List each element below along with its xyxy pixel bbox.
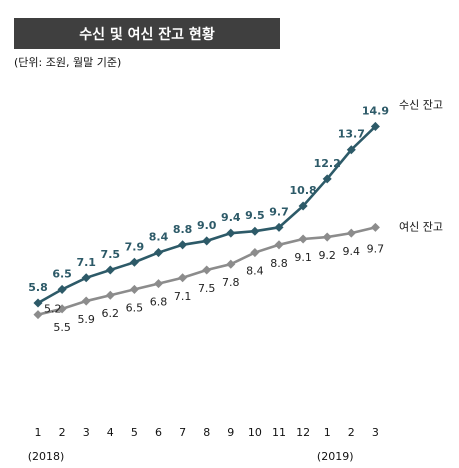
data-label: 9.5 bbox=[245, 209, 265, 222]
x-tick-label: 12 bbox=[296, 426, 310, 439]
data-label: 7.1 bbox=[76, 256, 96, 269]
data-label: 5.8 bbox=[28, 281, 48, 294]
data-label: 8.8 bbox=[173, 223, 193, 236]
data-point bbox=[346, 228, 356, 238]
data-point bbox=[322, 232, 332, 242]
data-point bbox=[370, 121, 380, 131]
data-point bbox=[153, 279, 164, 289]
year-label: (2019) bbox=[317, 450, 354, 463]
data-point bbox=[346, 145, 356, 155]
data-label: 9.2 bbox=[318, 249, 336, 262]
data-label: 8.4 bbox=[246, 265, 264, 278]
data-point bbox=[129, 284, 139, 294]
x-tick-label: 4 bbox=[107, 426, 114, 439]
data-label: 9.7 bbox=[269, 205, 289, 218]
data-point bbox=[370, 222, 380, 232]
data-point bbox=[250, 226, 260, 236]
data-label: 9.0 bbox=[197, 219, 217, 232]
data-label: 7.8 bbox=[222, 276, 240, 289]
data-label: 6.8 bbox=[150, 296, 168, 309]
data-label: 10.8 bbox=[290, 184, 317, 197]
x-tick-label: 2 bbox=[59, 426, 66, 439]
series-label-loan: 여신 잔고 bbox=[399, 220, 443, 233]
data-label: 8.4 bbox=[149, 231, 169, 244]
x-tick-label: 7 bbox=[179, 426, 186, 439]
chart-subtitle: (단위: 조원, 월말 기준) bbox=[14, 56, 122, 69]
data-label: 9.4 bbox=[221, 211, 241, 224]
data-label: 9.1 bbox=[294, 251, 312, 264]
x-tick-label: 11 bbox=[272, 426, 286, 439]
x-tick-label: 8 bbox=[203, 426, 210, 439]
year-label: (2018) bbox=[28, 450, 65, 463]
x-tick-label: 9 bbox=[227, 426, 234, 439]
data-point bbox=[202, 265, 212, 275]
data-label: 6.5 bbox=[52, 267, 72, 280]
data-point bbox=[226, 228, 236, 238]
data-point bbox=[226, 259, 236, 269]
data-point bbox=[178, 240, 188, 250]
data-label: 5.5 bbox=[53, 321, 71, 334]
data-label: 9.4 bbox=[343, 245, 361, 258]
x-tick-label: 1 bbox=[35, 426, 42, 439]
x-tick-label: 3 bbox=[372, 426, 379, 439]
data-label: 6.5 bbox=[126, 301, 144, 314]
data-label: 5.9 bbox=[77, 313, 95, 326]
data-point bbox=[81, 273, 91, 283]
x-tick-label: 2 bbox=[348, 426, 355, 439]
data-point bbox=[298, 234, 308, 244]
x-tick-label: 10 bbox=[248, 426, 262, 439]
data-point bbox=[274, 240, 284, 250]
x-tick-label: 1 bbox=[324, 426, 331, 439]
data-label: 13.7 bbox=[338, 128, 365, 141]
data-point bbox=[129, 257, 139, 267]
data-point bbox=[81, 296, 91, 306]
series-label-deposit: 수신 잔고 bbox=[399, 98, 443, 111]
x-tick-label: 6 bbox=[155, 426, 162, 439]
data-point bbox=[250, 248, 260, 258]
data-point bbox=[105, 290, 115, 300]
data-label: 12.2 bbox=[314, 157, 341, 170]
data-point bbox=[202, 236, 212, 246]
x-tick-label: 5 bbox=[131, 426, 138, 439]
data-label: 6.2 bbox=[102, 307, 120, 320]
data-label: 8.8 bbox=[270, 257, 288, 270]
x-tick-label: 3 bbox=[83, 426, 90, 439]
data-point bbox=[153, 248, 164, 258]
data-point bbox=[105, 265, 115, 275]
data-label: 7.5 bbox=[198, 282, 216, 295]
data-point bbox=[178, 273, 188, 283]
data-point bbox=[33, 310, 43, 320]
data-label: 7.9 bbox=[125, 240, 145, 253]
data-label: 9.7 bbox=[367, 242, 385, 255]
data-label: 7.1 bbox=[174, 290, 192, 303]
chart-title: 수신 및 여신 잔고 현황 bbox=[14, 18, 280, 49]
data-label: 14.9 bbox=[362, 104, 389, 117]
data-label: 7.5 bbox=[101, 248, 121, 261]
data-label: 5.2 bbox=[44, 303, 62, 316]
